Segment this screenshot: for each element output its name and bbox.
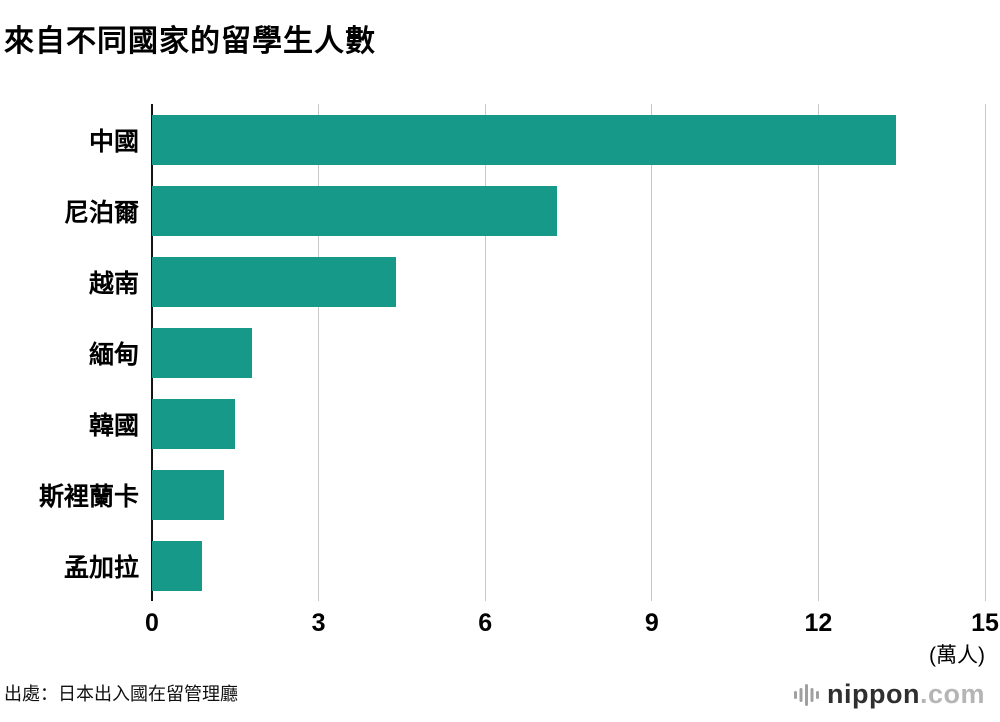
plot-area: 中國尼泊爾越南緬甸韓國斯裡蘭卡孟加拉 (4, 104, 986, 601)
source-text: 出處：日本出入國在留管理廳 (4, 684, 238, 704)
soundwave-bars-icon (794, 680, 820, 710)
bar (152, 327, 252, 378)
category-label: 緬甸 (88, 340, 139, 369)
category-label: 越南 (88, 269, 139, 298)
bar-track (152, 469, 985, 520)
bar-rows: 中國尼泊爾越南緬甸韓國斯裡蘭卡孟加拉 (4, 104, 985, 601)
x-tick-label: 6 (478, 609, 493, 637)
category-label: 中國 (88, 127, 139, 156)
bar-row: 孟加拉 (4, 530, 985, 601)
category-label: 尼泊爾 (63, 198, 139, 227)
category-label: 韓國 (88, 411, 139, 440)
bar (152, 185, 558, 236)
x-tick-label: 9 (644, 609, 659, 637)
logo-text: nippon (827, 679, 920, 709)
nippon-logo: nippon .com (794, 679, 985, 710)
bar-row: 韓國 (4, 388, 985, 459)
bar-track (152, 327, 985, 378)
bar-track (152, 185, 985, 236)
bar-chart: 中國尼泊爾越南緬甸韓國斯裡蘭卡孟加拉 0 3 6 9 12 15 (萬人) (4, 104, 999, 669)
bar-track (152, 540, 985, 591)
bar-row: 越南 (4, 246, 985, 317)
bar (152, 256, 397, 307)
x-tick-label: 15 (971, 609, 999, 637)
bar (152, 398, 236, 449)
bar-row: 中國 (4, 104, 985, 175)
gridline (817, 104, 819, 601)
x-tick-label: 0 (145, 609, 159, 637)
bar-track (152, 398, 985, 449)
gridline (984, 104, 986, 601)
logo-tld-text: .com (919, 679, 985, 709)
bar (152, 469, 225, 520)
bar (152, 114, 897, 165)
gridline (484, 104, 486, 601)
x-tick-label: 12 (804, 609, 833, 637)
category-label: 孟加拉 (63, 553, 139, 582)
bar-row: 斯裡蘭卡 (4, 459, 985, 530)
bar-track (152, 256, 985, 307)
axis-unit-label: (萬人) (929, 644, 985, 667)
gridline (318, 104, 320, 601)
bar (152, 540, 202, 591)
bar-row: 尼泊爾 (4, 175, 985, 246)
category-label: 斯裡蘭卡 (38, 482, 139, 511)
x-tick-label: 3 (311, 609, 326, 637)
gridline (651, 104, 653, 601)
x-axis: 0 3 6 9 12 15 (145, 601, 999, 637)
bar-track (152, 114, 985, 165)
bar-row: 緬甸 (4, 317, 985, 388)
chart-title: 來自不同國家的留學生人數 (4, 25, 376, 58)
